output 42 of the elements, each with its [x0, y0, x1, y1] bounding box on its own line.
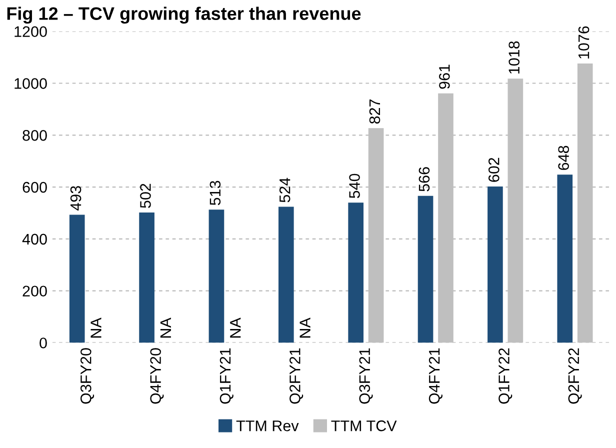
data-label: 961: [439, 64, 450, 89]
y-tick-label: 1000: [14, 78, 47, 89]
data-label: 493: [70, 186, 82, 211]
chart-title: Fig 12 – TCV growing faster than revenue: [7, 6, 361, 24]
y-tick-label: 1200: [14, 26, 47, 38]
data-label: 524: [279, 178, 290, 202]
x-tick-label: Q4FY21: [428, 348, 442, 404]
bar: [69, 214, 85, 343]
y-tick-label: 200: [22, 286, 47, 297]
y-tick-label: 400: [22, 234, 47, 245]
x-tick-label: Q1FY22: [498, 348, 512, 404]
data-label: 602: [488, 158, 500, 182]
text: NA: [230, 318, 241, 338]
x-tick-label: Q4FY20: [150, 348, 164, 404]
data-label: 502: [140, 184, 151, 208]
text: NA: [90, 318, 102, 338]
data-label: 1076: [578, 26, 590, 58]
data-label: 566: [418, 167, 430, 192]
x-tick-label: Q3FY20: [80, 348, 94, 404]
x-tick-label: Q2FY22: [568, 348, 582, 404]
data-label: 648: [558, 146, 569, 170]
data-label: 827: [369, 100, 380, 124]
data-label: 540: [349, 174, 360, 198]
bar: [139, 212, 154, 343]
bar: [348, 202, 364, 343]
bar: [278, 206, 294, 343]
x-tick-label: Q3FY21: [359, 348, 373, 404]
text: NA: [160, 318, 171, 338]
bar: [418, 196, 434, 343]
y-tick-label: 0: [40, 338, 47, 348]
bar: [488, 186, 503, 343]
bar: [557, 174, 573, 343]
data-label: 513: [210, 180, 221, 206]
bar: [208, 210, 224, 343]
y-tick-label: 600: [22, 182, 47, 193]
text: NA: [300, 318, 310, 338]
data-label: 1018: [508, 41, 520, 74]
x-tick-label: Q2FY21: [290, 348, 304, 404]
y-tick-label: 800: [22, 130, 47, 141]
legend-label: TTM Rev: [236, 420, 299, 432]
x-tick-label: Q1FY21: [220, 348, 234, 404]
legend-label: TTM TCV: [331, 420, 397, 432]
